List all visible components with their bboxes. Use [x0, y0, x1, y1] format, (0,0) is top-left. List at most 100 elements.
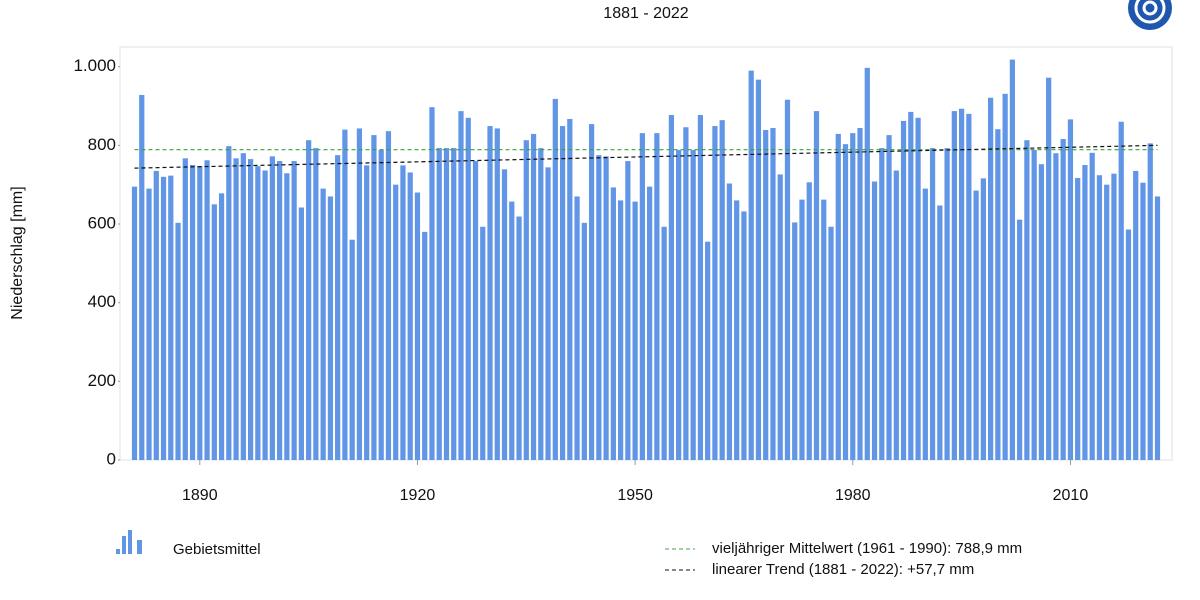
bar: [617, 200, 624, 460]
bar: [864, 67, 870, 460]
bar: [480, 226, 486, 460]
bar: [792, 222, 798, 460]
legend-icon: [128, 530, 132, 554]
bar: [828, 226, 834, 460]
bar: [139, 94, 145, 460]
bar: [1060, 139, 1066, 461]
bar: [494, 128, 500, 461]
bar: [784, 99, 791, 460]
bar: [799, 199, 805, 460]
bar: [625, 161, 631, 461]
bar: [1009, 59, 1015, 460]
bar: [1002, 93, 1008, 460]
bar: [516, 216, 522, 460]
bar: [813, 111, 820, 460]
bar: [291, 161, 297, 461]
bar: [1089, 152, 1095, 460]
bar: [284, 173, 290, 460]
legend-icon: [137, 540, 142, 554]
legend-label: linearer Trend (1881 - 2022): +57,7 mm: [712, 561, 974, 578]
bar: [313, 148, 319, 460]
bar: [226, 146, 232, 460]
y-tick-label: 600: [88, 213, 116, 232]
bar: [719, 120, 725, 460]
bar: [429, 107, 435, 461]
bar: [443, 148, 450, 460]
bar: [262, 170, 268, 461]
bar: [973, 190, 979, 461]
bar: [306, 140, 312, 460]
chart-title: 1881 - 2022: [603, 5, 689, 22]
bar: [146, 188, 152, 460]
bar: [639, 133, 645, 460]
bar: [966, 113, 972, 460]
bar: [1133, 170, 1139, 460]
x-tick-label: 1980: [835, 487, 871, 504]
bar: [755, 79, 762, 460]
bar: [1125, 229, 1132, 460]
bar: [574, 196, 580, 460]
trend-line: [134, 144, 1158, 169]
bar: [385, 131, 392, 460]
bar: [400, 165, 406, 461]
bar: [951, 111, 957, 460]
bar: [182, 158, 188, 460]
bar: [958, 108, 965, 461]
bar: [1140, 182, 1146, 460]
legend: Gebietsmittel vieljähriger Mittelwert (1…: [116, 530, 1022, 578]
bar: [980, 178, 986, 460]
bar: [1154, 196, 1161, 460]
bar: [1096, 175, 1103, 460]
bar: [349, 239, 355, 460]
bar: [465, 117, 471, 461]
bar: [407, 172, 413, 460]
bar: [472, 161, 479, 461]
y-axis-label: Niederschlag [mm]: [9, 186, 26, 319]
bar: [523, 140, 529, 460]
bar: [705, 241, 711, 460]
bar: [233, 158, 239, 460]
bar: [509, 201, 515, 460]
bar: [835, 133, 841, 460]
bar: [1118, 121, 1124, 460]
bar: [458, 111, 464, 460]
y-tick-label: 400: [88, 292, 116, 311]
bar: [668, 115, 675, 461]
bar: [697, 115, 704, 461]
bar: [690, 150, 696, 460]
bar: [741, 211, 747, 460]
bar: [850, 133, 856, 460]
plot-frame: [119, 46, 1173, 461]
y-tick-label: 0: [107, 449, 116, 468]
bar: [218, 193, 225, 460]
bar: [726, 183, 733, 460]
bar: [168, 175, 174, 460]
bar: [676, 150, 682, 460]
bar: [378, 150, 384, 460]
bar: [734, 200, 740, 460]
bar: [1075, 177, 1081, 461]
bar: [748, 70, 754, 460]
legend-icon: [122, 536, 126, 554]
x-tick-label: 2010: [1053, 487, 1089, 504]
bar: [327, 196, 334, 460]
bar: [596, 155, 602, 460]
bar: [893, 170, 899, 461]
bar: [393, 184, 399, 460]
bar: [683, 127, 689, 461]
bar: [501, 169, 508, 460]
bar: [153, 170, 159, 460]
x-tick-label: 1890: [182, 487, 218, 504]
bar: [298, 207, 304, 460]
y-tick-label: 800: [88, 135, 116, 154]
bar: [538, 148, 544, 460]
bar: [131, 186, 138, 460]
bar: [371, 135, 377, 460]
bar: [1111, 173, 1117, 461]
bar: [1038, 164, 1045, 461]
bar: [647, 186, 653, 460]
bar: [197, 166, 203, 460]
bar: [211, 204, 217, 460]
